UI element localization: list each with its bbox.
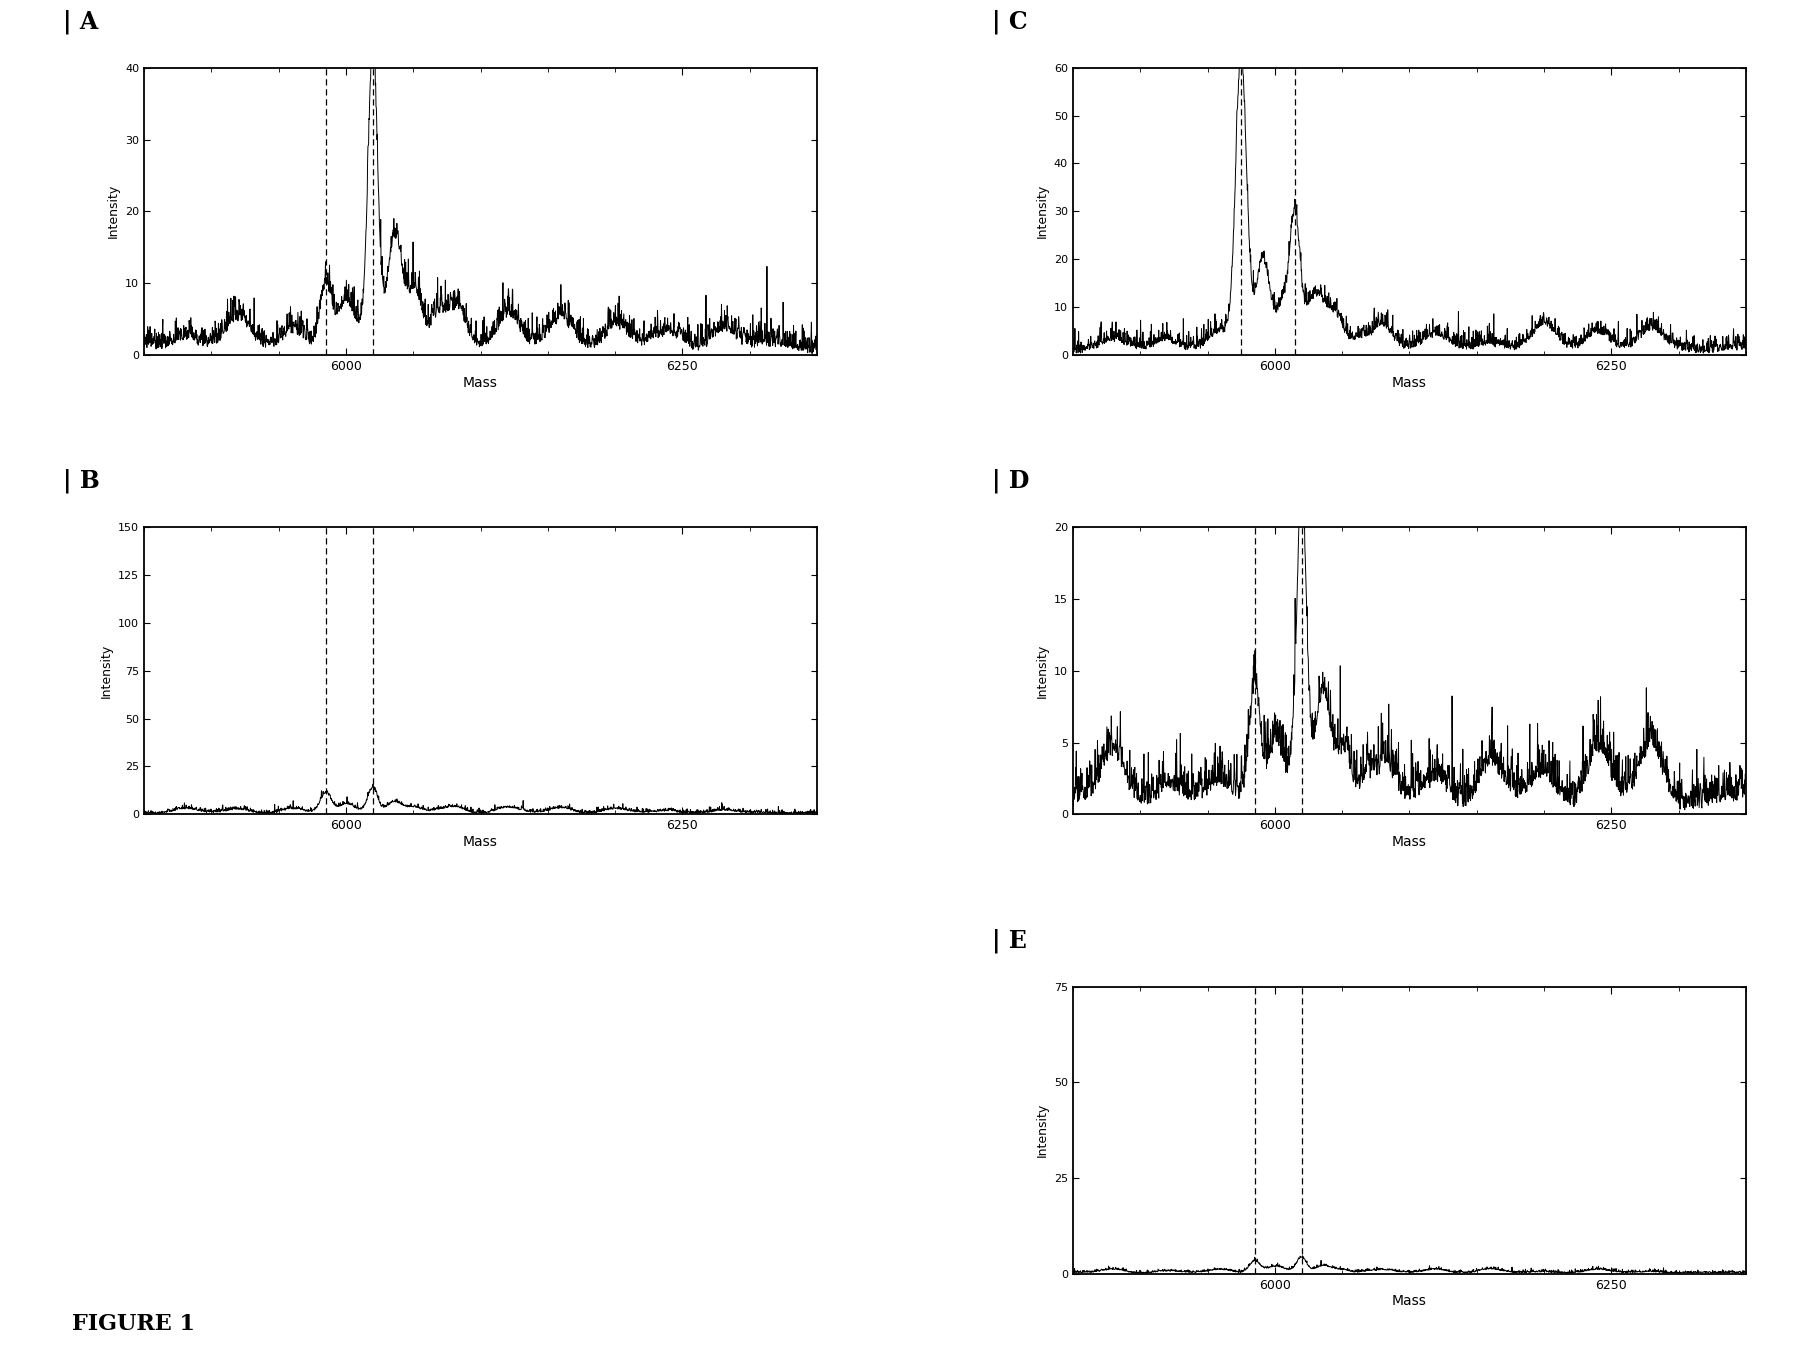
Text: FIGURE 1: FIGURE 1 [72,1313,194,1335]
Text: | A: | A [63,9,99,34]
Text: | B: | B [63,469,99,493]
Y-axis label: Intensity: Intensity [99,644,112,698]
Y-axis label: Intensity: Intensity [1035,644,1048,698]
Text: | C: | C [992,9,1028,34]
X-axis label: Mass: Mass [1391,835,1427,850]
X-axis label: Mass: Mass [463,835,499,850]
Y-axis label: Intensity: Intensity [1035,184,1048,238]
X-axis label: Mass: Mass [1391,1294,1427,1309]
Y-axis label: Intensity: Intensity [1035,1103,1048,1157]
Text: | D: | D [992,469,1030,493]
Y-axis label: Intensity: Intensity [106,184,119,238]
X-axis label: Mass: Mass [463,375,499,389]
Text: | E: | E [992,928,1026,953]
X-axis label: Mass: Mass [1391,375,1427,389]
